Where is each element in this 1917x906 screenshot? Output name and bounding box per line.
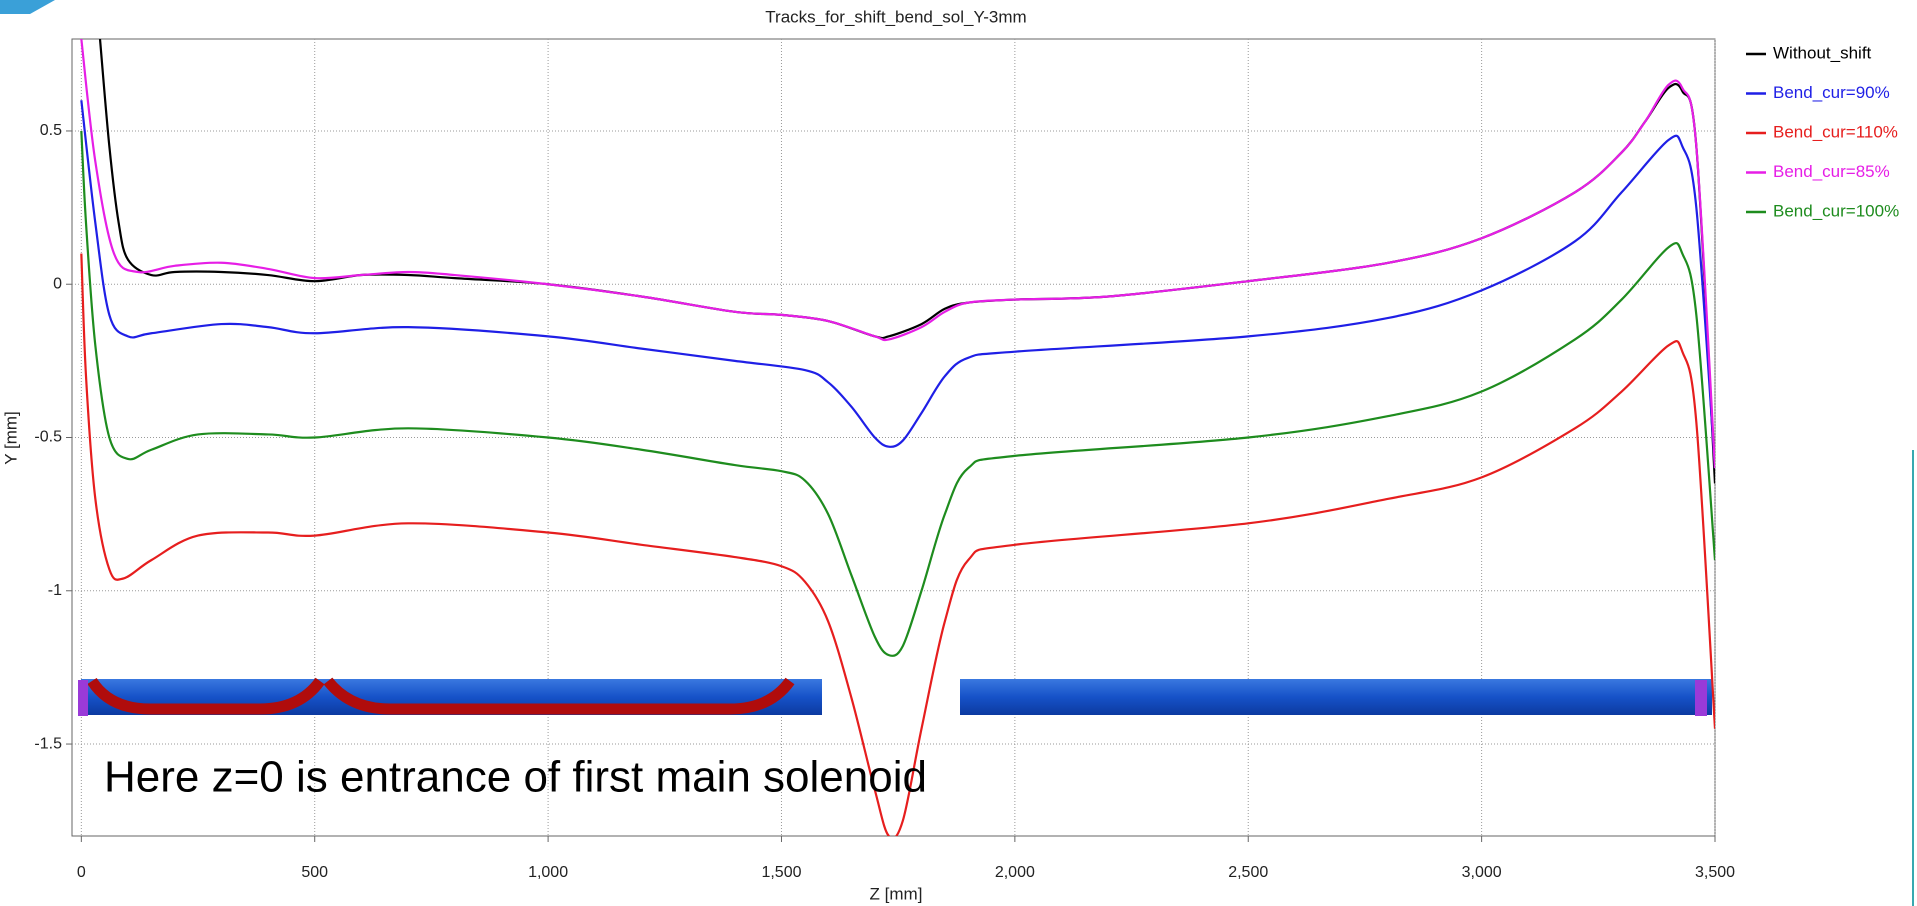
- coil-end: [1695, 680, 1707, 716]
- grid: [72, 39, 1716, 836]
- x-tick-label: 1,000: [528, 864, 568, 881]
- chart-title: Tracks_for_shift_bend_sol_Y-3mm: [765, 7, 1026, 26]
- solenoid-tube: [960, 679, 1712, 715]
- y-axis-label: Y [mm]: [1, 411, 20, 465]
- y-tick-label: -1.5: [34, 735, 62, 752]
- legend-label: Bend_cur=90%: [1773, 83, 1890, 102]
- x-tick-label: 500: [301, 864, 328, 881]
- y-tick-label: -0.5: [34, 429, 62, 446]
- x-tick-label: 2,000: [995, 864, 1035, 881]
- y-tick-label: -1: [48, 582, 62, 599]
- legend-label: Bend_cur=85%: [1773, 162, 1890, 181]
- series-line: [80, 130, 1715, 657]
- lines: [80, 39, 1715, 836]
- series-line: [80, 253, 1715, 836]
- legend-label: Without_shift: [1773, 43, 1872, 62]
- x-tick-label: 3,500: [1695, 864, 1735, 881]
- x-tick-label: 0: [77, 864, 86, 881]
- x-tick-label: 2,500: [1228, 864, 1268, 881]
- annotation: Here z=0 is entrance of first main solen…: [104, 753, 927, 802]
- x-tick-label: 1,500: [761, 864, 801, 881]
- legend-label: Bend_cur=100%: [1773, 201, 1899, 220]
- coil-end: [78, 680, 88, 716]
- coil: [87, 677, 325, 715]
- series-line: [80, 39, 1715, 469]
- y-tick-label: 0.5: [40, 122, 62, 139]
- legend-label: Bend_cur=110%: [1773, 122, 1898, 141]
- solenoid-drawing: [78, 677, 1712, 716]
- x-axis-label: Z [mm]: [870, 884, 923, 903]
- coil: [323, 677, 795, 715]
- y-tick-label: 0: [53, 275, 62, 292]
- corner-decoration: [0, 0, 55, 14]
- series-line: [80, 100, 1715, 469]
- x-tick-label: 3,000: [1462, 864, 1502, 881]
- series-line: [98, 39, 1715, 484]
